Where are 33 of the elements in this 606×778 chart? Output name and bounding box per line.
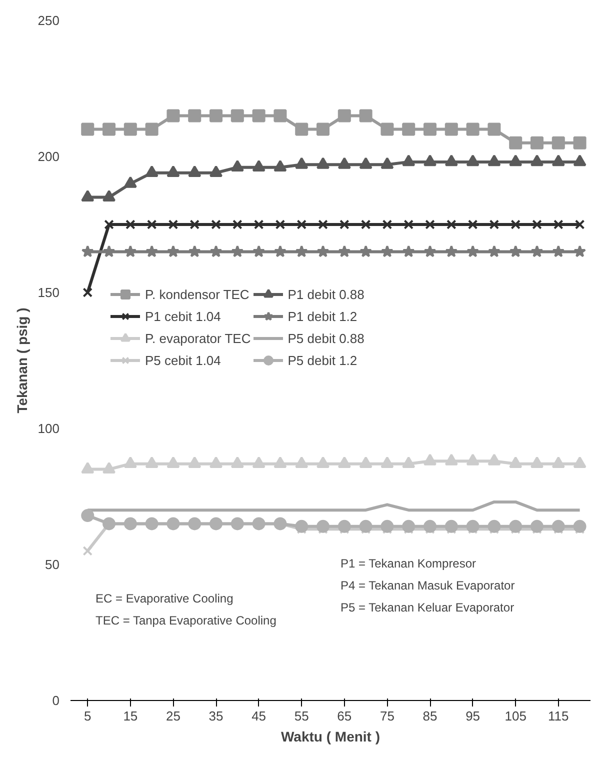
x-tick-label: 25 — [166, 708, 180, 724]
x-tick-label: 75 — [380, 708, 394, 724]
y-tick-label: 100 — [38, 421, 60, 436]
legend-label: P1 debit 1.2 — [288, 308, 358, 324]
legend-label: P. kondensor TEC — [145, 286, 250, 302]
annotation: TEC = Tanpa Evaporative Cooling — [96, 614, 276, 628]
x-tick-label: 105 — [504, 708, 526, 724]
annotation: P4 = Tekanan Masuk Evaporator — [340, 578, 515, 592]
y-tick-label: 150 — [38, 285, 60, 300]
annotation: P1 = Tekanan Kompresor — [340, 556, 476, 570]
x-tick-label: 45 — [252, 708, 266, 724]
x-tick-label: 5 — [84, 708, 92, 724]
x-tick-label: 15 — [123, 708, 138, 724]
x-tick-label: 85 — [422, 708, 438, 724]
legend-label: P5 debit 1.2 — [288, 352, 358, 368]
legend-label: P1 cebit 1.04 — [145, 308, 221, 324]
y-tick-label: 250 — [38, 13, 60, 28]
x-tick-label: 65 — [337, 708, 352, 724]
annotation: P5 = Tekanan Keluar Evaporator — [340, 600, 514, 614]
x-tick-label: 115 — [548, 708, 569, 724]
x-tick-label: 55 — [294, 708, 309, 724]
legend-label: P. evaporator TEC — [145, 330, 251, 346]
y-tick-label: 200 — [38, 149, 60, 164]
legend-label: P5 cebit 1.04 — [145, 352, 221, 368]
legend-label: P1 debit 0.88 — [288, 286, 364, 302]
legend-label: P5 debit 0.88 — [288, 330, 364, 346]
annotation: EC = Evaporative Cooling — [96, 592, 234, 606]
x-tick-label: 95 — [466, 708, 480, 724]
x-axis-title: Waktu ( Menit ) — [280, 728, 380, 744]
x-tick-label: 35 — [208, 708, 224, 724]
y-axis-title: Tekanan ( psig ) — [14, 308, 30, 414]
y-tick-label: 0 — [52, 693, 60, 708]
y-tick-label: 50 — [45, 557, 60, 572]
